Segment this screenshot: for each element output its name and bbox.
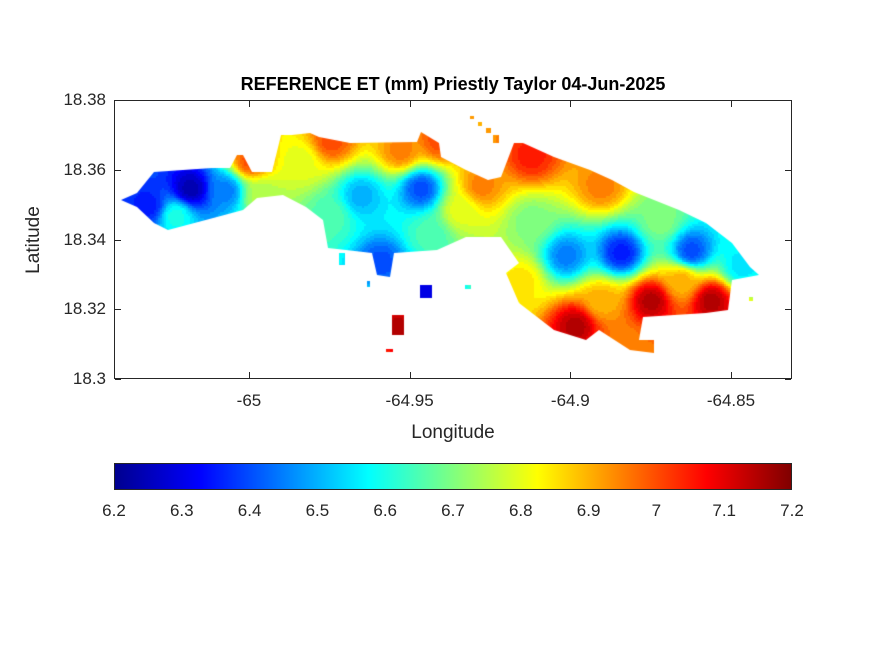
x-tick [570,372,572,378]
et-heatmap [114,100,792,379]
y-tick [115,169,121,171]
x-tick-top [409,101,411,107]
colorbar-tick-label: 7 [651,501,662,520]
y-tick-right [785,239,791,241]
colorbar-tick-label: 6.7 [441,501,465,520]
y-tick-right [785,379,791,380]
y-tick-label: 18.32 [63,299,106,319]
chart-title: REFERENCE ET (mm) Priestly Taylor 04-Jun… [240,74,666,94]
x-tick-top [248,101,250,107]
colorbar-tick-label: 6.8 [508,501,533,520]
y-tick [115,100,121,101]
x-tick-label: -65 [236,391,262,410]
colorbar-tick-label: 6.9 [576,501,601,520]
y-tick-right [785,100,791,101]
x-tick-label: -64.9 [550,391,590,410]
y-tick-label: 18.36 [63,159,106,179]
colorbar-tick-label: 6.2 [102,501,126,520]
colorbar-tick-label: 7.1 [712,501,737,520]
colorbar-tick-label: 6.4 [237,501,262,520]
y-tick-right [785,169,791,171]
x-tick-top [730,101,732,107]
y-tick-label: 18.34 [63,229,106,249]
colorbar-tick-label: 6.6 [373,501,398,520]
colorbar-tick-label: 6.5 [305,501,330,520]
x-axis-label: Longitude [411,422,495,443]
y-tick [115,309,121,311]
colorbar-tick-label: 6.3 [169,501,194,520]
x-tick [730,372,732,378]
y-tick-right [785,309,791,311]
x-tick [409,372,411,378]
x-tick-top [570,101,572,107]
y-tick-label: 18.3 [72,369,106,388]
y-axis-label: Latitude [23,206,44,274]
colorbar-tick-label: 7.2 [780,501,804,520]
y-tick-label: 18.38 [63,90,106,109]
y-tick [115,239,121,241]
x-tick-label: -64.95 [385,391,434,410]
colorbar [114,463,792,490]
y-tick [115,379,121,380]
x-tick [248,372,250,378]
plot-area [114,100,792,379]
x-tick-label: -64.85 [706,391,756,410]
